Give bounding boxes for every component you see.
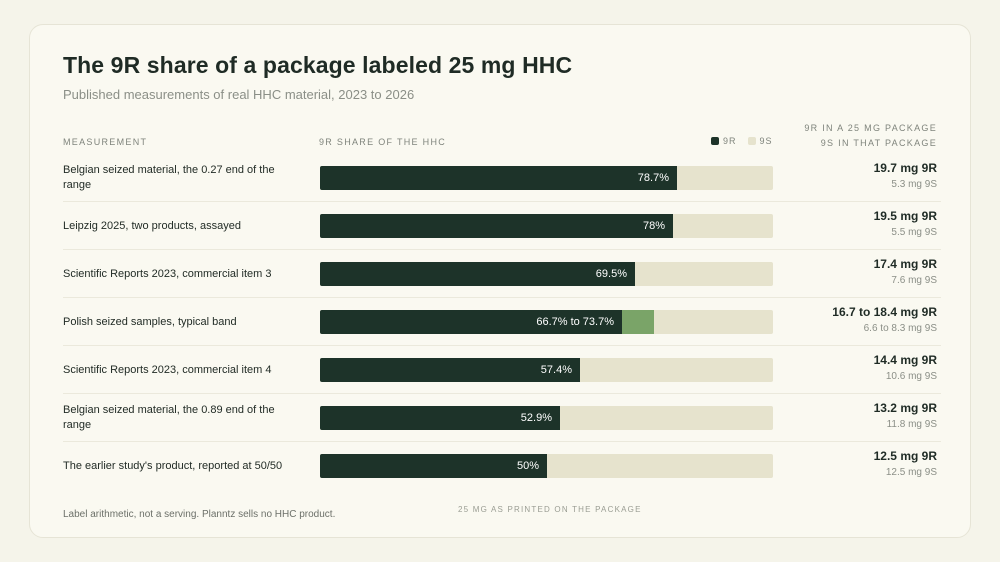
package-9s-value: 6.6 to 8.3 mg 9S: [863, 323, 937, 334]
bar-9r: [320, 406, 560, 430]
bar-value-label: 78%: [642, 220, 665, 232]
package-9s-value: 10.6 mg 9S: [885, 371, 937, 382]
column-header-share: 9R SHARE OF THE HHC: [319, 137, 447, 147]
bar-9r: [320, 358, 580, 382]
row-label: Leipzig 2025, two products, assayed: [63, 219, 241, 232]
chart-subtitle: Published measurements of real HHC mater…: [63, 87, 415, 102]
package-9r-value: 16.7 to 18.4 mg 9R: [832, 305, 937, 319]
bar-track-9s: 66.7% to 73.7%: [320, 310, 773, 334]
bar-value-label: 66.7% to 73.7%: [536, 316, 614, 328]
legend: 9R 9S: [711, 136, 773, 146]
row-label: Belgian seized material, the 0.89 end of…: [63, 404, 275, 431]
legend-swatch-9r: [711, 137, 719, 145]
column-header-package-line2: 9S IN THAT PACKAGE: [820, 138, 937, 148]
chart-card: The 9R share of a package labeled 25 mg …: [29, 24, 971, 538]
package-9s-value: 5.5 mg 9S: [891, 227, 937, 238]
package-9r-value: 13.2 mg 9R: [873, 401, 937, 415]
bar-track-9s: 50%: [320, 454, 773, 478]
chart-row: Leipzig 2025, two products, assayed 78% 19…: [63, 202, 941, 250]
chart-row: Polish seized samples, typical band 66.7%…: [63, 298, 941, 346]
bar-track-9s: 78.7%: [320, 166, 773, 190]
bar-value-label: 69.5%: [595, 268, 627, 280]
axis-note: 25 MG AS PRINTED ON THE PACKAGE: [458, 505, 642, 514]
chart-row: Scientific Reports 2023, commercial item…: [63, 346, 941, 394]
chart-row: Belgian seized material, the 0.27 end of…: [63, 154, 941, 202]
column-header-package-line1: 9R IN A 25 MG PACKAGE: [804, 123, 937, 133]
chart-title: The 9R share of a package labeled 25 mg …: [63, 52, 573, 78]
bar-value-label: 52.9%: [520, 412, 552, 424]
row-label: Polish seized samples, typical band: [63, 315, 237, 328]
bar-range-band: [622, 310, 654, 334]
chart-row: Belgian seized material, the 0.89 end of…: [63, 394, 941, 442]
package-9r-value: 19.7 mg 9R: [873, 161, 937, 175]
chart-row: Scientific Reports 2023, commercial item…: [63, 250, 941, 298]
bar-value-label: 57.4%: [540, 364, 572, 376]
package-9r-value: 12.5 mg 9R: [873, 449, 937, 463]
package-9s-value: 11.8 mg 9S: [886, 419, 937, 430]
row-label: Belgian seized material, the 0.27 end of…: [63, 164, 275, 191]
row-label: Scientific Reports 2023, commercial item…: [63, 267, 272, 280]
package-9r-value: 19.5 mg 9R: [873, 209, 937, 223]
bar-9r: [320, 262, 635, 286]
bar-track-9s: 78%: [320, 214, 773, 238]
bar-9r: [320, 310, 622, 334]
footnote: Label arithmetic, not a serving. Planntz…: [63, 509, 336, 520]
legend-label-9s: 9S: [759, 136, 773, 146]
column-header-package: 9R IN A 25 MG PACKAGE 9S IN THAT PACKAGE: [804, 121, 937, 151]
bar-track-9s: 57.4%: [320, 358, 773, 382]
bar-9r: [320, 214, 673, 238]
legend-label-9r: 9R: [723, 136, 737, 146]
legend-swatch-9s: [747, 137, 756, 145]
chart-row: The earlier study's product, reported at…: [63, 442, 941, 490]
bar-9r: [320, 166, 677, 190]
bar-9r: [320, 454, 547, 478]
package-9s-value: 5.3 mg 9S: [891, 179, 937, 190]
row-label: The earlier study's product, reported at…: [63, 459, 283, 472]
package-9s-value: 7.6 mg 9S: [891, 275, 937, 286]
row-label: Scientific Reports 2023, commercial item…: [63, 363, 272, 376]
package-9r-value: 17.4 mg 9R: [873, 257, 937, 271]
package-9r-value: 14.4 mg 9R: [873, 353, 937, 367]
bar-track-9s: 52.9%: [320, 406, 773, 430]
bar-value-label: 78.7%: [637, 172, 669, 184]
column-header-measurement: MEASUREMENT: [63, 137, 148, 147]
bar-value-label: 50%: [516, 460, 539, 472]
bar-track-9s: 69.5%: [320, 262, 773, 286]
package-9s-value: 12.5 mg 9S: [885, 467, 937, 478]
